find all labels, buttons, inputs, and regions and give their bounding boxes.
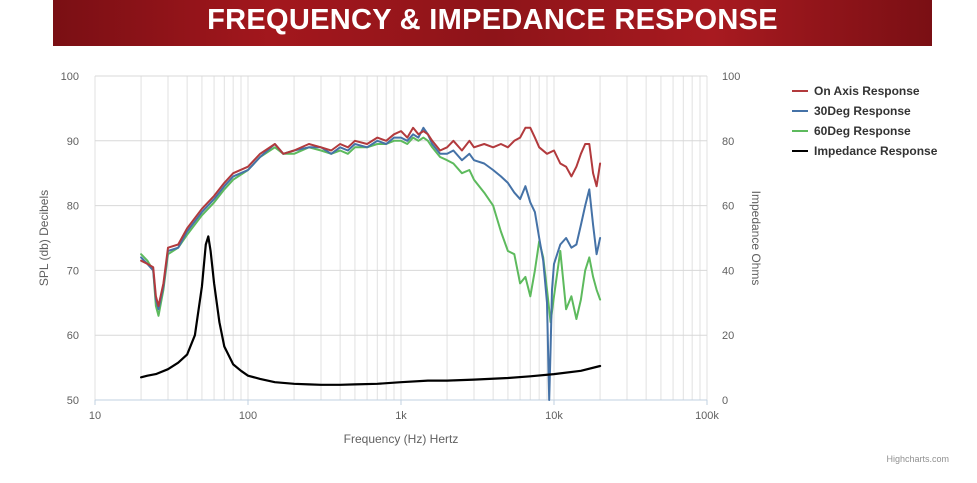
- x-tick-label: 100: [239, 410, 257, 422]
- y2-tick-label: 0: [722, 395, 728, 407]
- series-line-on-axis-response: [140, 126, 602, 307]
- chart-title: FREQUENCY & IMPEDANCE RESPONSE: [207, 4, 778, 36]
- series-line-impedance-response: [140, 235, 602, 386]
- legend-label: On Axis Response: [814, 84, 920, 98]
- y-axis-title: SPL (db) Decibels: [37, 190, 51, 286]
- chart-axes: 10 100 1k 10k 100k 50 60 70 80 90 100 0 20 40 60 80 100 F…: [37, 71, 763, 446]
- x-tick-label: 10: [89, 410, 101, 422]
- x-tick-label: 100k: [695, 410, 719, 422]
- legend-item-impedance-response[interactable]: Impedance Response: [792, 144, 938, 158]
- series-line-30deg-response: [140, 126, 602, 401]
- y-tick-label: 90: [67, 136, 79, 148]
- y-tick-label: 80: [67, 201, 79, 213]
- legend-label: 60Deg Response: [814, 124, 911, 138]
- y2-tick-label: 80: [722, 136, 734, 148]
- y2-tick-label: 40: [722, 265, 734, 277]
- y2-tick-label: 100: [722, 71, 740, 83]
- legend-item-on-axis-response[interactable]: On Axis Response: [792, 84, 920, 98]
- y-tick-label: 70: [67, 265, 79, 277]
- y2-tick-label: 60: [722, 201, 734, 213]
- y2-tick-label: 20: [722, 330, 734, 342]
- y-tick-label: 100: [61, 71, 79, 83]
- legend-item-30deg-response[interactable]: 30Deg Response: [792, 104, 911, 118]
- y-tick-label: 50: [67, 395, 79, 407]
- chart-legend: On Axis Response 30Deg Response 60Deg Resp…: [792, 84, 938, 158]
- chart-series: [140, 126, 602, 401]
- y-tick-label: 60: [67, 330, 79, 342]
- chart-grid: [94, 75, 708, 401]
- legend-label: Impedance Response: [814, 144, 938, 158]
- highcharts-credit[interactable]: Highcharts.com: [886, 454, 949, 464]
- x-axis-title: Frequency (Hz) Hertz: [344, 432, 459, 446]
- x-tick-label: 10k: [545, 410, 563, 422]
- y2-axis-title: Impedance Ohms: [749, 191, 763, 286]
- legend-item-60deg-response[interactable]: 60Deg Response: [792, 124, 911, 138]
- x-tick-label: 1k: [395, 410, 407, 422]
- title-banner: FREQUENCY & IMPEDANCE RESPONSE: [53, 0, 932, 46]
- series-line-60deg-response: [140, 136, 602, 324]
- legend-label: 30Deg Response: [814, 104, 911, 118]
